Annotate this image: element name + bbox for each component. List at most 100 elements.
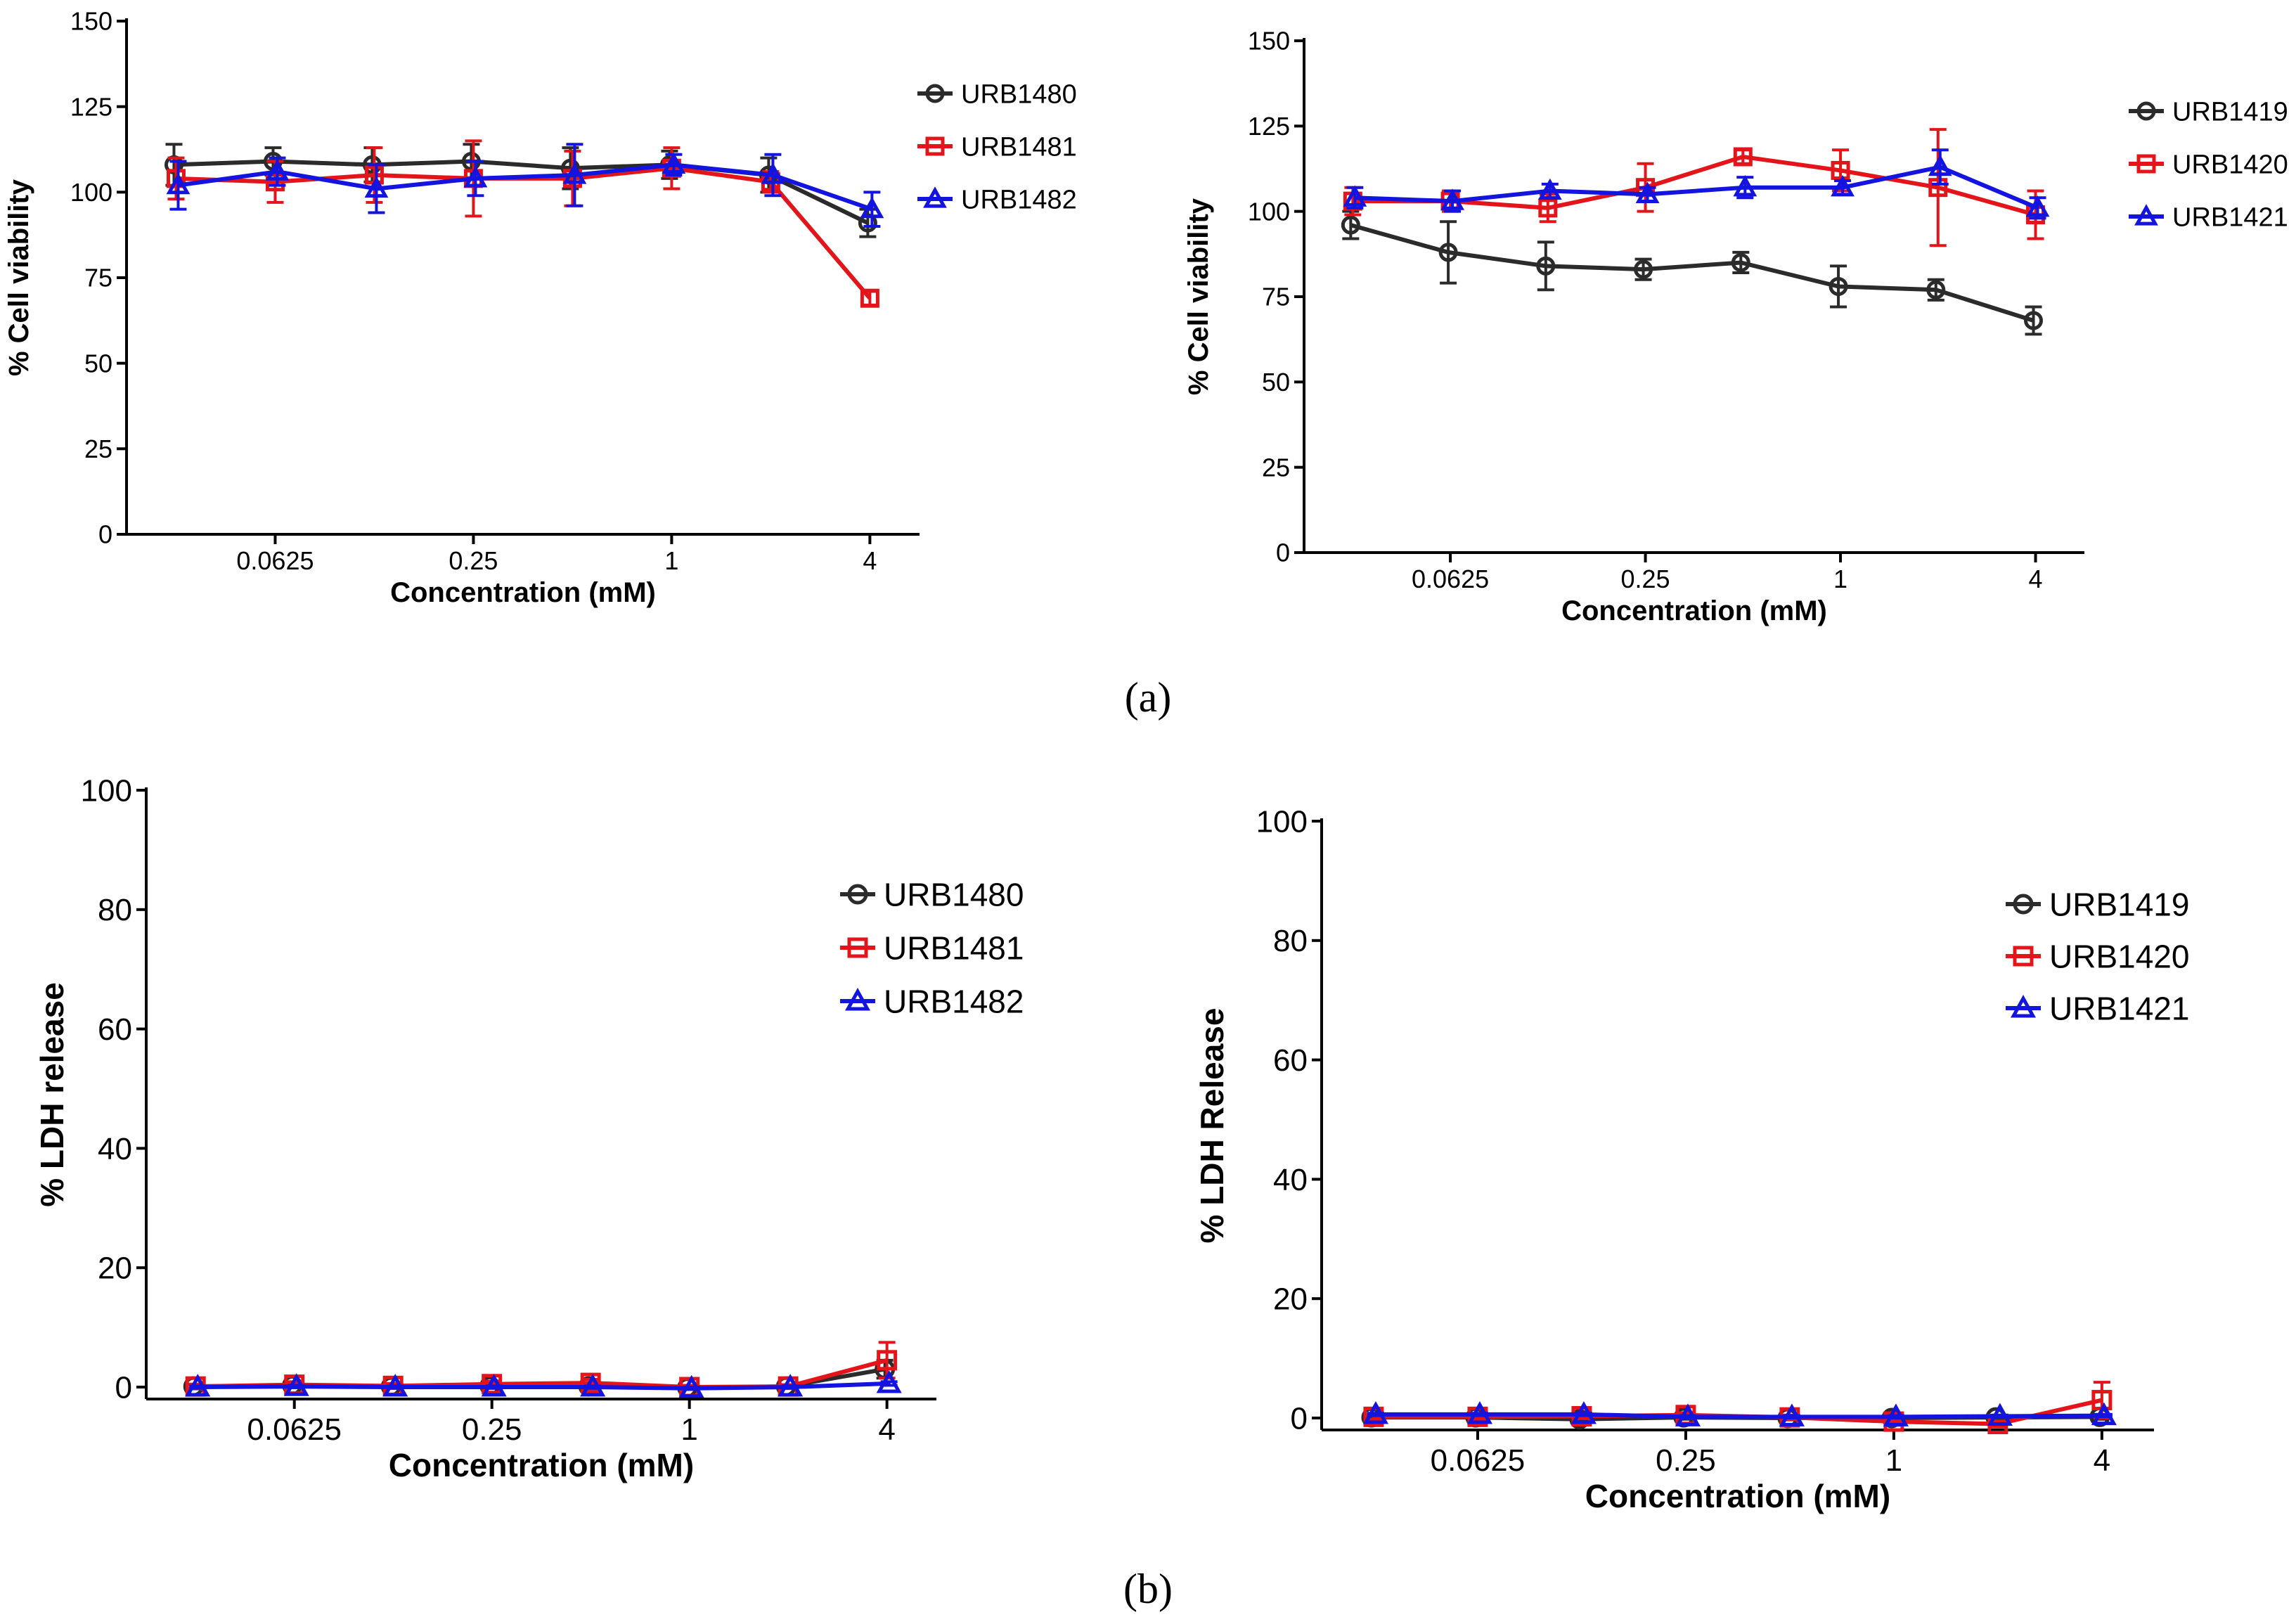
triangle-icon	[923, 186, 947, 208]
data-point	[283, 1373, 309, 1396]
data-point	[481, 1374, 507, 1397]
data-point	[1634, 259, 1653, 279]
legend-label: URB1481	[961, 133, 1077, 162]
x-axis-label: Concentration (mM)	[1585, 1478, 1890, 1514]
y-tick-label: 75	[1262, 283, 1290, 311]
y-tick-label: 20	[98, 1251, 132, 1286]
y-tick-label: 100	[81, 773, 132, 808]
legend-label: URB1419	[2172, 98, 2288, 127]
data-point	[1928, 178, 1948, 198]
data-point	[877, 1350, 898, 1371]
data-point	[1571, 1400, 1597, 1424]
y-tick-label: 125	[1248, 112, 1290, 141]
data-point	[1987, 1403, 2013, 1426]
data-point	[482, 1374, 503, 1395]
circle-icon	[847, 884, 868, 905]
data-point	[1362, 1400, 1389, 1424]
series-line	[178, 162, 873, 212]
data-point	[1343, 185, 1367, 207]
x-tick-label: 0.25	[462, 1412, 522, 1447]
chart-ldh-urb1480: 0 20 40 60 80 100 0.0625 0.25 1 4 Concentration (m…	[34, 773, 1024, 1483]
series-line	[1353, 154, 2037, 217]
data-point	[1731, 252, 1750, 272]
data-point	[166, 169, 186, 188]
data-point	[185, 1374, 211, 1397]
y-tick-label: 100	[1256, 804, 1308, 839]
data-point	[2091, 1402, 2117, 1426]
y-axis-label: % Cell viability	[4, 179, 34, 376]
data-point	[1536, 256, 1556, 276]
data-point	[580, 1374, 606, 1397]
y-tick-label: 50	[1262, 368, 1290, 397]
data-point	[1538, 198, 1558, 218]
y-tick-label: 150	[70, 7, 112, 36]
data-point	[1733, 174, 1758, 197]
x-tick-label: 1	[681, 1412, 697, 1447]
y-tick-label: 60	[1273, 1043, 1308, 1078]
legend-label: URB1420	[2049, 939, 2189, 975]
y-axis-label: % LDH Release	[1194, 1008, 1230, 1244]
data-point	[2025, 195, 2050, 217]
x-tick-label: 1	[1885, 1443, 1902, 1478]
x-tick-label: 1	[1833, 565, 1847, 593]
y-tick-label: 25	[1262, 453, 1290, 482]
series-line	[1375, 1412, 2104, 1419]
panel-label-a: (a)	[1125, 674, 1172, 721]
series-urb1421	[1362, 1400, 2117, 1426]
data-point	[562, 162, 587, 184]
triangle-icon	[2010, 995, 2037, 1018]
x-tick-label: 4	[863, 546, 877, 575]
x-tick-label: 0.0625	[247, 1412, 342, 1447]
data-point	[1928, 154, 1952, 176]
x-tick-label: 0.25	[1621, 565, 1670, 593]
legend: URB1419 URB1420 URB1421	[2006, 887, 2189, 1027]
data-point	[761, 162, 785, 184]
x-tick-label: 0.0625	[1412, 565, 1489, 593]
y-tick-label: 20	[1273, 1282, 1308, 1317]
legend-label: URB1421	[2049, 991, 2189, 1027]
y-tick-label: 25	[84, 434, 112, 463]
legend-label: URB1482	[961, 186, 1077, 215]
x-tick-label: 0.0625	[236, 546, 314, 575]
data-point	[580, 1372, 601, 1393]
x-tick-label: 0.25	[449, 546, 498, 575]
legend-label: URB1480	[884, 877, 1024, 913]
series-urb1482	[166, 143, 884, 228]
x-tick-label: 0.25	[1656, 1443, 1716, 1478]
x-tick-label: 1	[664, 546, 678, 575]
y-tick-label: 60	[98, 1012, 132, 1047]
series-line	[1355, 165, 2039, 210]
x-tick-label: 4	[2029, 565, 2043, 593]
series-urb1482	[185, 1370, 902, 1398]
data-point	[1831, 160, 1850, 180]
x-axis-label: Concentration (mM)	[389, 1447, 694, 1483]
data-point	[1779, 1403, 1805, 1426]
y-tick-label: 80	[1273, 924, 1308, 958]
y-tick-label: 0	[1276, 539, 1290, 567]
data-point	[1440, 188, 1464, 210]
data-point	[678, 1374, 704, 1398]
y-tick-label: 0	[98, 520, 112, 549]
data-point	[2024, 311, 2044, 330]
series-urb1421	[1343, 148, 2050, 220]
data-point	[1635, 181, 1660, 204]
legend-label: URB1420	[2172, 150, 2288, 180]
data-point	[1829, 276, 1848, 296]
circle-icon	[2013, 894, 2034, 915]
data-point	[1831, 174, 1855, 197]
y-tick-label: 80	[98, 893, 132, 927]
data-point	[364, 176, 389, 198]
y-tick-label: 150	[1248, 27, 1290, 56]
chart-ldh-urb1419: 0 20 40 60 80 100 0.0625 0.25 1 4 Concentration (m…	[1194, 804, 2189, 1514]
data-point	[860, 196, 884, 219]
x-axis-label: Concentration (mM)	[1561, 595, 1827, 626]
data-point	[1675, 1403, 1701, 1426]
data-point	[1466, 1400, 1493, 1424]
x-tick-label: 4	[2094, 1443, 2110, 1478]
legend: URB1480 URB1481 URB1482	[917, 80, 1077, 215]
data-point	[166, 172, 191, 195]
data-point	[876, 1370, 902, 1393]
data-point	[1341, 215, 1360, 235]
triangle-icon	[2134, 204, 2158, 226]
